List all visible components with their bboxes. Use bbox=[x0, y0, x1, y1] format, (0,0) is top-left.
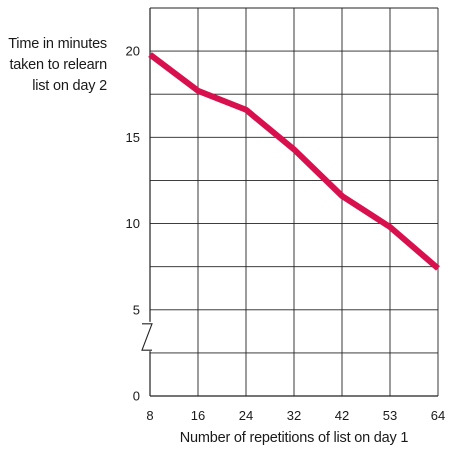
axis-break bbox=[141, 321, 154, 352]
x-tick-label: 64 bbox=[431, 408, 445, 423]
y-axis-label-line-3: list on day 2 bbox=[32, 78, 107, 94]
y-axis-label: Time in minutes taken to relearn list on… bbox=[8, 34, 107, 97]
grid bbox=[149, 7, 439, 397]
y-tick-label: 15 bbox=[126, 130, 140, 145]
y-tick-label: 20 bbox=[126, 44, 140, 59]
series-layer bbox=[148, 52, 440, 271]
series-line-0 bbox=[148, 52, 440, 271]
x-tick-labels: 8 16 24 32 42 53 64 bbox=[146, 408, 445, 423]
y-tick-label: 5 bbox=[133, 302, 140, 317]
x-tick-label: 53 bbox=[383, 408, 397, 423]
x-tick-label: 32 bbox=[287, 408, 301, 423]
x-tick-label: 16 bbox=[191, 408, 205, 423]
y-tick-label: 10 bbox=[126, 216, 140, 231]
x-tick-label: 42 bbox=[335, 408, 349, 423]
y-tick-label: 0 bbox=[133, 389, 140, 404]
axis-break-zigzag bbox=[141, 323, 153, 351]
x-tick-label: 24 bbox=[239, 408, 253, 423]
x-tick-label: 8 bbox=[146, 408, 153, 423]
x-axis-label: Number of repetitions of list on day 1 bbox=[179, 430, 409, 446]
y-axis-label-line-1: Time in minutes bbox=[8, 36, 107, 52]
axis-break-gap bbox=[146, 321, 154, 352]
y-axis-label-line-2: taken to relearn bbox=[9, 57, 107, 73]
y-tick-labels: 0 5 10 15 20 bbox=[126, 44, 140, 404]
